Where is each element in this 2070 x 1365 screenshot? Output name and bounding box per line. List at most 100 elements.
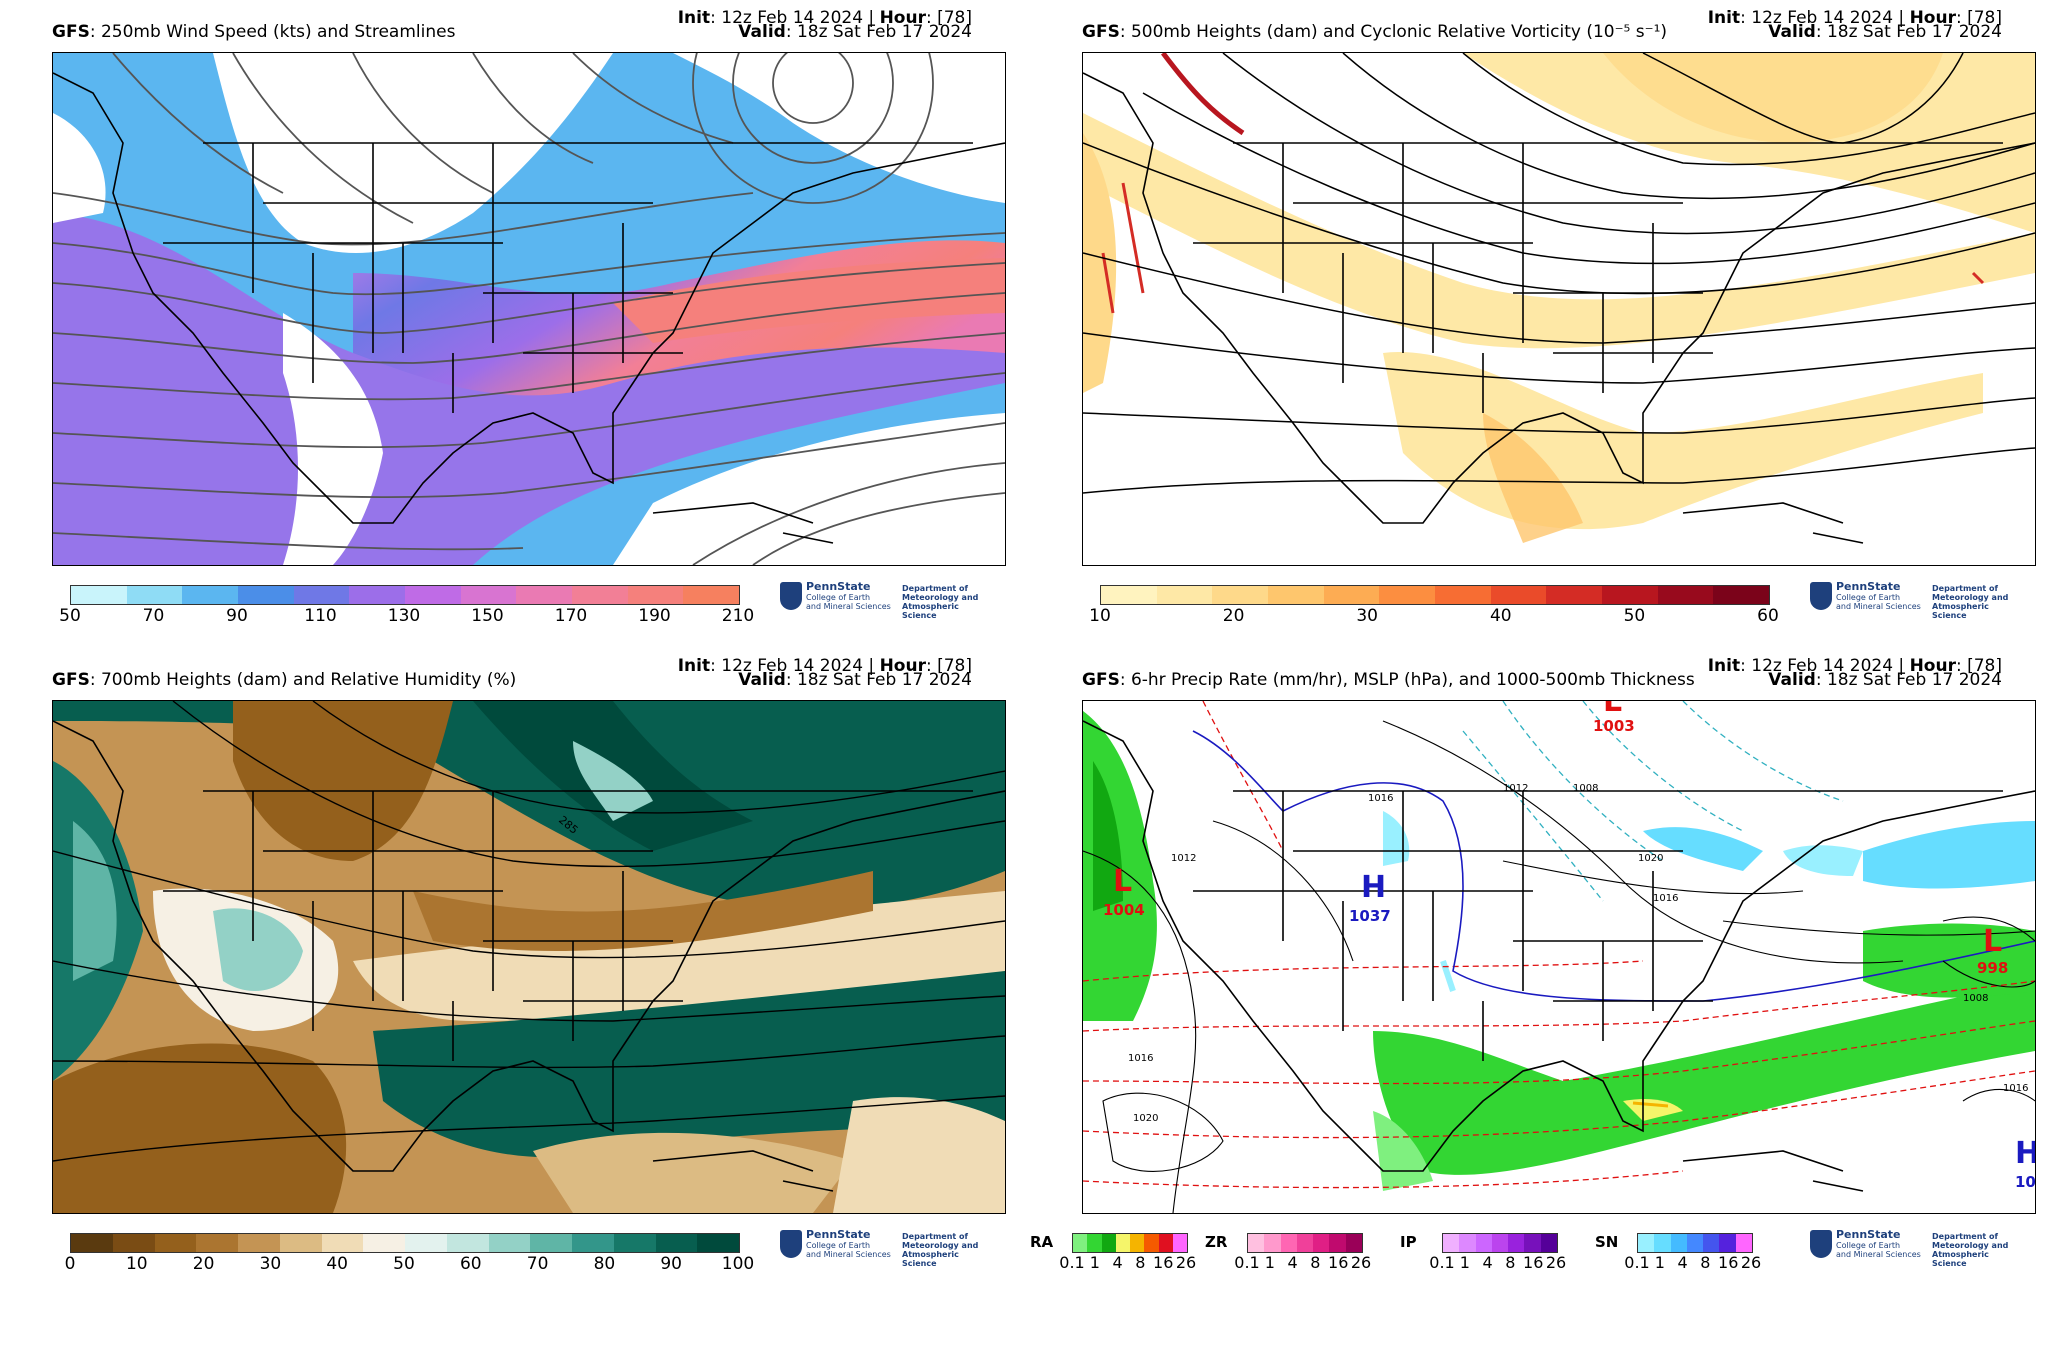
colorbar-tick-label: 8 (1700, 1253, 1711, 1272)
colorbar-swatch (1296, 1234, 1314, 1252)
colorbar-swatch (363, 1234, 405, 1252)
colorbar-tick-label: 30 (259, 1254, 282, 1274)
colorbar-tick-label: 16 (1153, 1253, 1174, 1272)
isobar-label: 1016 (1653, 893, 1678, 904)
map-precip-mslp[interactable]: 1012 1016 1020 1016 1008 1012 1016 1020 … (1082, 700, 2036, 1214)
svg-text:10: 10 (2015, 1173, 2035, 1191)
colorbar-swatch (697, 1234, 739, 1252)
svg-text:L: L (1113, 864, 1132, 899)
colorbar-swatch (1524, 1234, 1541, 1252)
isobar-label: 1012 (1171, 853, 1196, 864)
colorbar-tick-label: 26 (1350, 1253, 1372, 1272)
colorbar-swatch (1280, 1234, 1297, 1252)
map-500mb-vorticity[interactable] (1082, 52, 2036, 566)
colorbar-swatch (1602, 586, 1658, 604)
panel-title: GFS: 700mb Heights (dam) and Relative Hu… (52, 670, 517, 690)
colorbar-swatch (1156, 586, 1213, 604)
colorbar-swatch (126, 586, 183, 604)
map-700mb-humidity[interactable]: 285 (52, 700, 1006, 1214)
init-time: Init: 12z Feb 14 2024 | Hour: [78] (677, 656, 972, 676)
low-pressure-marker: L 1003 (1593, 701, 1635, 735)
colorbar-swatch (1323, 586, 1380, 604)
colorbar-tick-label: 90 (226, 606, 248, 626)
colorbar-swatch (1212, 586, 1269, 604)
colorbar-swatch (446, 1234, 489, 1252)
colorbar-swatch (196, 1234, 238, 1252)
colorbar-swatch (154, 1234, 197, 1252)
colorbar-swatch (1144, 1234, 1159, 1252)
colorbar-swatch (488, 1234, 531, 1252)
colorbar-swatch (530, 1234, 572, 1252)
colorbar-swatch (71, 1234, 113, 1252)
colorbar-swatch (1172, 1234, 1187, 1252)
valid-time: Valid: 18z Sat Feb 17 2024 (1768, 22, 2002, 42)
precip-colorbar (1442, 1233, 1558, 1253)
colorbar-ticks: 0 10 20 30 40 50 60 70 80 90 100 (65, 1254, 755, 1276)
colorbar-tick-label: 4 (1677, 1253, 1688, 1272)
colorbar-tick-label: 1 (1459, 1253, 1470, 1272)
colorbar-swatch (349, 586, 406, 604)
colorbar-swatch (1703, 1234, 1720, 1252)
isobar-label: 1012 (1503, 783, 1528, 794)
colorbar-swatch (572, 1234, 614, 1252)
colorbar-tick-label: 30 (1356, 606, 1379, 626)
panel-precip-mslp: GFS: 6-hr Precip Rate (mm/hr), MSLP (hPa… (1030, 648, 2036, 1303)
panel-700mb-humidity: GFS: 700mb Heights (dam) and Relative Hu… (0, 648, 1006, 1303)
panel-title: GFS: 6-hr Precip Rate (mm/hr), MSLP (hPa… (1082, 670, 1695, 690)
valid-time: Valid: 18z Sat Feb 17 2024 (1768, 670, 2002, 690)
colorbar-swatch (1475, 1234, 1492, 1252)
isobar-label: 1016 (2003, 1083, 2028, 1094)
colorbar-swatch (1657, 586, 1714, 604)
panel-500mb-vorticity: GFS: 500mb Heights (dam) and Cyclonic Re… (1030, 0, 2036, 655)
panel-header: GFS: 700mb Heights (dam) and Relative Hu… (12, 648, 990, 698)
colorbar-tick-label: 20 (1222, 606, 1245, 626)
colorbar-swatch (1686, 1234, 1704, 1252)
pennstate-logo: PennState College of Earth and Mineral Sci… (780, 1228, 990, 1268)
colorbar-tick-label: 190 (638, 606, 671, 626)
init-time: Init: 12z Feb 14 2024 | Hour: [78] (1707, 8, 2002, 28)
svg-text:L: L (1603, 701, 1622, 719)
svg-text:1037: 1037 (1349, 907, 1391, 925)
valid-time: Valid: 18z Sat Feb 17 2024 (738, 670, 972, 690)
colorbar-tick-label: 40 (1489, 606, 1512, 626)
colorbar-tick-label: 16 (1328, 1253, 1349, 1272)
colorbar-swatch (1115, 1234, 1130, 1252)
colorbar-tick-label: 20 (192, 1254, 215, 1274)
colorbar-swatch (1329, 1234, 1346, 1252)
colorbar-swatch (1546, 586, 1603, 604)
colorbar-swatch (405, 1234, 447, 1252)
colorbar-tick-label: 0.1 (1059, 1253, 1085, 1272)
colorbar-swatch (1101, 1234, 1116, 1252)
colorbar-tick-label: 4 (1482, 1253, 1493, 1272)
colorbar-swatch (1101, 586, 1157, 604)
colorbar-swatch (1268, 586, 1324, 604)
colorbar-swatch (1443, 1234, 1460, 1252)
svg-text:1004: 1004 (1103, 901, 1145, 919)
panel-title: GFS: 500mb Heights (dam) and Cyclonic Re… (1082, 22, 1668, 42)
precip-type-label: SN (1595, 1233, 1619, 1251)
map-250mb-wind[interactable] (52, 52, 1006, 566)
isobar-label: 1020 (1638, 853, 1663, 864)
pennstate-shield-icon (780, 582, 802, 610)
colorbar-tick-label: 8 (1135, 1253, 1146, 1272)
colorbar-swatch (1087, 1234, 1102, 1252)
svg-text:L: L (1983, 924, 2002, 959)
colorbar-swatch (279, 1234, 322, 1252)
precip-type-label: ZR (1205, 1233, 1228, 1251)
colorbar-tick-label: 8 (1505, 1253, 1516, 1272)
high-pressure-marker: H 1037 (1349, 870, 1391, 925)
pennstate-logo: PennState College of Earth and Mineral Sci… (780, 580, 990, 620)
colorbar-tick-label: 1 (1089, 1253, 1100, 1272)
colorbar-tick-label: 4 (1112, 1253, 1123, 1272)
colorbar-tick-label: 16 (1718, 1253, 1739, 1272)
colorbar-tick-label: 100 (721, 1254, 755, 1274)
colorbar-swatch (1713, 586, 1770, 604)
svg-text:H: H (2015, 1136, 2035, 1171)
colorbar-vorticity (1100, 585, 1770, 605)
colorbar-swatch (1670, 1234, 1687, 1252)
colorbar-swatch (572, 586, 628, 604)
colorbar-tick-label: 26 (1175, 1253, 1197, 1272)
svg-text:H: H (1361, 870, 1386, 905)
colorbar-tick-label: 26 (1740, 1253, 1762, 1272)
colorbar-swatch (1654, 1234, 1671, 1252)
